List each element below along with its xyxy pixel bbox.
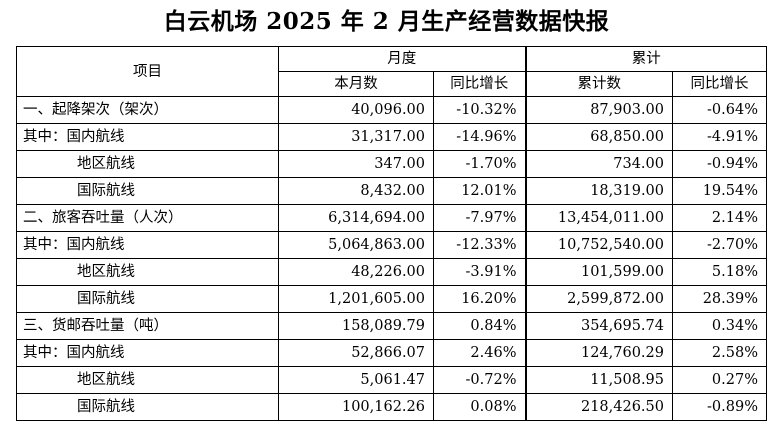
row-label: 国际航线	[16, 393, 279, 421]
cum-yoy: 0.34%	[672, 312, 767, 340]
month-yoy: -7.97%	[433, 204, 526, 232]
header-cumulative: 累计	[524, 46, 767, 72]
table-row: 国际航线 8,432.00 12.01% 18,319.00 19.54%	[16, 177, 767, 205]
cum-yoy: -4.91%	[672, 123, 767, 151]
month-value: 40,096.00	[278, 96, 434, 124]
table-row: 地区航线 347.00 -1.70% 734.00 -0.94%	[16, 150, 767, 178]
month-value: 31,317.00	[278, 123, 434, 151]
cum-value: 734.00	[524, 150, 673, 178]
cum-value: 18,319.00	[524, 177, 673, 205]
month-value: 5,064,863.00	[278, 231, 434, 259]
cum-yoy: -0.89%	[672, 393, 767, 421]
table-row: 国际航线 100,162.26 0.08% 218,426.50 -0.89%	[16, 393, 767, 421]
cum-yoy: -2.70%	[672, 231, 767, 259]
month-value: 52,866.07	[278, 339, 434, 367]
month-yoy: 0.84%	[433, 312, 526, 340]
row-label: 地区航线	[16, 258, 279, 286]
table-row: 二、旅客吞吐量（人次） 6,314,694.00 -7.97% 13,454,0…	[16, 204, 767, 232]
month-value: 1,201,605.00	[278, 285, 434, 313]
cum-value: 124,760.29	[524, 339, 673, 367]
cum-yoy: -0.94%	[672, 150, 767, 178]
month-value: 8,432.00	[278, 177, 434, 205]
month-value: 347.00	[278, 150, 434, 178]
month-value: 158,089.79	[278, 312, 434, 340]
cum-value: 68,850.00	[524, 123, 673, 151]
row-label: 二、旅客吞吐量（人次）	[16, 204, 279, 232]
header-row-1: 项目 月度 累计	[16, 46, 767, 97]
month-value: 5,061.47	[278, 366, 434, 394]
table-row: 地区航线 5,061.47 -0.72% 11,508.95 0.27%	[16, 366, 767, 394]
cum-yoy: 19.54%	[672, 177, 767, 205]
month-yoy: -12.33%	[433, 231, 526, 259]
cum-yoy: 2.14%	[672, 204, 767, 232]
cum-value: 13,454,011.00	[524, 204, 673, 232]
row-label: 三、货邮吞吐量（吨）	[16, 312, 279, 340]
cum-value: 354,695.74	[524, 312, 673, 340]
row-label: 地区航线	[16, 150, 279, 178]
month-yoy: 16.20%	[433, 285, 526, 313]
month-value: 48,226.00	[278, 258, 434, 286]
table-row: 三、货邮吞吐量（吨） 158,089.79 0.84% 354,695.74 0…	[16, 312, 767, 340]
row-label: 地区航线	[16, 366, 279, 394]
month-value: 6,314,694.00	[278, 204, 434, 232]
month-value: 100,162.26	[278, 393, 434, 421]
month-yoy: -3.91%	[433, 258, 526, 286]
row-label: 一、起降架次（架次）	[16, 96, 279, 124]
header-monthly: 月度	[278, 46, 526, 72]
cum-value: 11,508.95	[524, 366, 673, 394]
table-row: 其中：国内航线 31,317.00 -14.96% 68,850.00 -4.9…	[16, 123, 767, 151]
cum-yoy: 28.39%	[672, 285, 767, 313]
header-item: 项目	[16, 46, 279, 97]
cum-yoy: 2.58%	[672, 339, 767, 367]
month-yoy: -0.72%	[433, 366, 526, 394]
table-row: 国际航线 1,201,605.00 16.20% 2,599,872.00 28…	[16, 285, 767, 313]
header-yoy: 同比增长	[433, 71, 526, 97]
row-label: 其中：国内航线	[16, 231, 279, 259]
cum-yoy: -0.64%	[672, 96, 767, 124]
row-label: 国际航线	[16, 285, 279, 313]
month-yoy: 2.46%	[433, 339, 526, 367]
production-data-table: 项目 月度 累计 本月数 同比增长 累计数 同比增长 一、起降架次（架次） 40…	[16, 46, 767, 421]
month-yoy: 12.01%	[433, 177, 526, 205]
month-yoy: -1.70%	[433, 150, 526, 178]
row-label: 其中：国内航线	[16, 123, 279, 151]
header-this-month: 本月数	[278, 71, 434, 97]
page-title: 白云机场 2025 年 2 月生产经营数据快报	[163, 8, 610, 35]
cum-value: 10,752,540.00	[524, 231, 673, 259]
table-row: 一、起降架次（架次） 40,096.00 -10.32% 87,903.00 -…	[16, 96, 767, 124]
table-row: 地区航线 48,226.00 -3.91% 101,599.00 5.18%	[16, 258, 767, 286]
row-label: 其中：国内航线	[16, 339, 279, 367]
month-yoy: 0.08%	[433, 393, 526, 421]
month-yoy: -10.32%	[433, 96, 526, 124]
header-cum-count: 累计数	[524, 71, 673, 97]
table-row: 其中：国内航线 5,064,863.00 -12.33% 10,752,540.…	[16, 231, 767, 259]
cum-value: 218,426.50	[524, 393, 673, 421]
cum-value: 2,599,872.00	[524, 285, 673, 313]
month-yoy: -14.96%	[433, 123, 526, 151]
cum-value: 87,903.00	[524, 96, 673, 124]
header-row-2: 本月数 同比增长 累计数 同比增长	[17, 71, 767, 97]
cum-yoy: 0.27%	[672, 366, 767, 394]
table-row: 其中：国内航线 52,866.07 2.46% 124,760.29 2.58%	[16, 339, 767, 367]
cum-value: 101,599.00	[524, 258, 673, 286]
cum-yoy: 5.18%	[672, 258, 767, 286]
row-label: 国际航线	[16, 177, 279, 205]
header-cum-yoy: 同比增长	[672, 71, 767, 97]
